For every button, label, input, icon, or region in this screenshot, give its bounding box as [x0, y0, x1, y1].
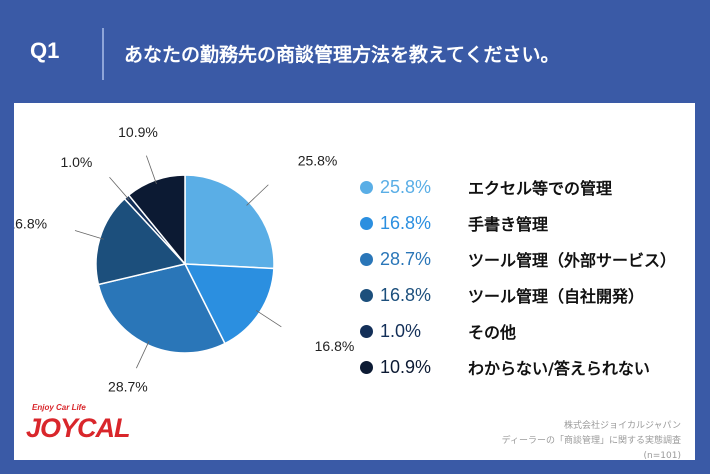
legend-percent: 16.8% [380, 284, 432, 305]
pie-data-label-6: 10.9% [118, 124, 158, 140]
source-line-2: ディーラーの「商談管理」に関する実態調査 [501, 436, 681, 446]
legend-dot [360, 180, 373, 194]
joycal-logo: Enjoy Car Life JOYCAL [22, 403, 142, 453]
pie-slice-1 [184, 174, 275, 270]
legend-label: ツール管理（外部サービス） [468, 251, 677, 270]
leader-line-6 [146, 155, 157, 185]
question-text: あなたの勤務先の商談管理方法を教えてください。 [124, 44, 560, 66]
legend-dot [360, 360, 373, 374]
pie-data-label-1: 25.8% [298, 153, 338, 169]
legend-percent: 10.9% [380, 356, 432, 377]
source-line-1: 株式会社ジョイカルジャパン [563, 421, 681, 431]
legend-item: 16.8% 手書き管理 [360, 205, 676, 241]
pie-data-label-2: 16.8% [315, 338, 355, 354]
logo-tagline: Enjoy Car Life [32, 403, 86, 412]
logo-name: JOYCAL [26, 413, 131, 443]
leader-line-4 [74, 230, 104, 240]
pie-data-label-3: 28.7% [108, 378, 148, 394]
legend-percent: 1.0% [380, 320, 422, 341]
leader-line-2 [255, 310, 282, 328]
legend-percent: 28.7% [380, 248, 432, 269]
legend-label: 手書き管理 [468, 215, 549, 234]
leader-line-3 [136, 340, 150, 369]
legend-item: 16.8% ツール管理（自社開発） [360, 277, 676, 313]
leader-line-5 [109, 176, 130, 201]
legend-dot [360, 216, 373, 230]
pie-chart: 25.8% 16.8% 28.7% 16.8% 1.0% 10.9% [14, 124, 355, 394]
legend-dot [360, 252, 373, 266]
legend-dot [360, 288, 373, 302]
source-line-3: (n=101) [643, 451, 681, 461]
header: Q1 あなたの勤務先の商談管理方法を教えてください。 [0, 0, 710, 103]
pie-data-label-5: 1.0% [60, 154, 92, 170]
legend-item: 1.0% その他 [360, 313, 676, 349]
source-note: 株式会社ジョイカルジャパン ディーラーの「商談管理」に関する実態調査 (n=10… [502, 419, 681, 464]
legend-item: 10.9% わからない/答えられない [360, 349, 676, 385]
legend-percent: 16.8% [380, 212, 432, 233]
chart-card: 25.8% 16.8% 28.7% 16.8% 1.0% 10.9% 25.8% エクセル等… [14, 103, 695, 461]
legend-item: 25.8% エクセル等での管理 [360, 169, 676, 205]
legend: 25.8% エクセル等での管理 16.8% 手書き管理 28.7% ツール管理（外部サービ… [360, 169, 676, 385]
legend-label: ツール管理（自社開発） [468, 287, 645, 306]
legend-dot [360, 324, 373, 338]
legend-label: わからない/答えられない [468, 359, 650, 378]
legend-label: エクセル等での管理 [468, 179, 613, 198]
header-divider [102, 28, 104, 80]
legend-item: 28.7% ツール管理（外部サービス） [360, 241, 676, 277]
pie-data-label-4: 16.8% [14, 215, 47, 231]
legend-label: その他 [468, 323, 517, 342]
legend-percent: 25.8% [380, 176, 432, 197]
question-number: Q1 [30, 38, 60, 63]
leader-line-1 [246, 184, 269, 206]
